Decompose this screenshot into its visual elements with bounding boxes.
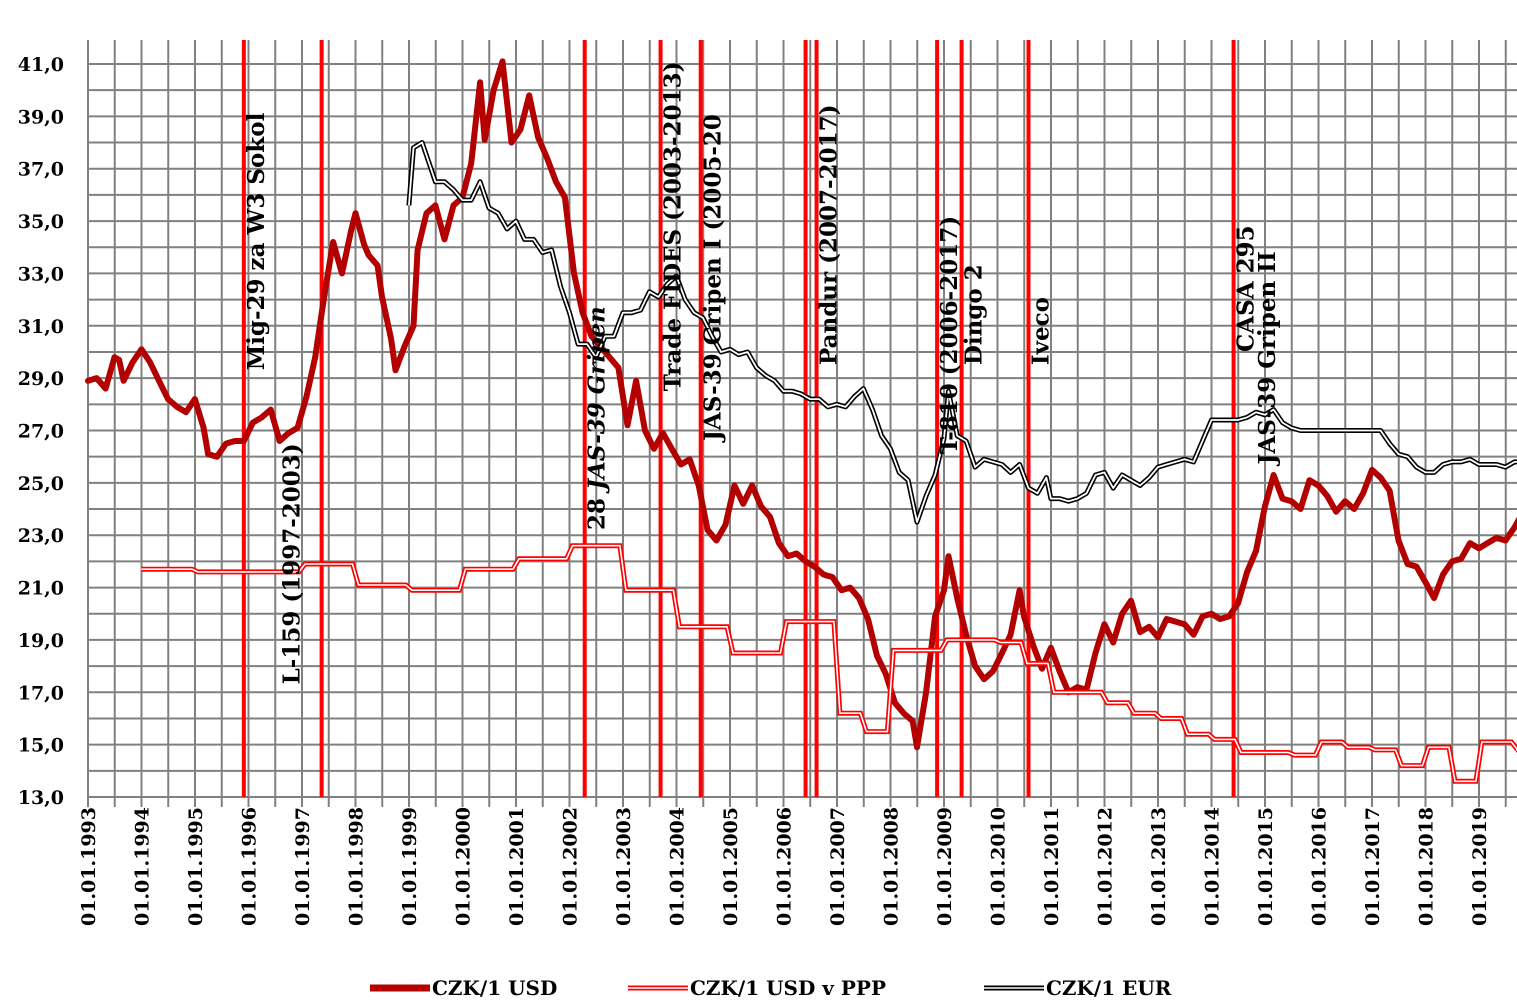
y-tick-label: 19,0 (18, 630, 64, 652)
event-label: Iveco (1028, 297, 1055, 365)
y-tick-label: 25,0 (18, 473, 64, 495)
y-tick-label: 29,0 (18, 368, 64, 390)
x-tick-label: 01.01.2004 (666, 807, 688, 926)
y-tick-label: 37,0 (18, 159, 64, 181)
x-tick-label: 01.01.2000 (452, 807, 474, 926)
x-tick-label: 01.01.2007 (827, 807, 849, 926)
event-label: L-159 (1997-2003) (279, 443, 306, 684)
x-tick-label: 01.01.2006 (774, 807, 796, 926)
x-tick-label: 01.01.2009 (934, 807, 956, 926)
x-tick-label: 01.01.1996 (238, 807, 260, 926)
y-tick-label: 27,0 (18, 421, 64, 443)
event-label: Mig-29 za W3 Sokol (243, 112, 270, 370)
x-tick-label: 01.01.1993 (78, 807, 100, 926)
x-tick-label: 01.01.2001 (506, 807, 528, 926)
y-tick-label: 17,0 (18, 682, 64, 704)
y-tick-label: 35,0 (18, 211, 64, 233)
x-tick-label: 01.01.2015 (1255, 807, 1277, 926)
x-tick-label: 01.01.1997 (292, 807, 314, 926)
x-tick-label: 01.01.2017 (1362, 807, 1384, 926)
event-label: JAS-39 Gripen I (2005-20 (700, 114, 727, 443)
event-label: JAS-39 Gripen II (1254, 251, 1281, 466)
event-label: Pandur (2007-2017) (816, 105, 843, 366)
series-czk-1-usd-v-ppp-inner (141, 544, 1517, 783)
y-tick-label: 15,0 (18, 735, 64, 757)
x-axis-ticks: 01.01.1993 01.01.1994 01.01.1995 01.01.1996… (78, 807, 1491, 926)
event-label: T-810 (2006-2017) (936, 216, 963, 454)
x-tick-label: 01.01.1999 (399, 807, 421, 926)
event-lines (241, 40, 1236, 797)
y-tick-label: 13,0 (18, 787, 64, 809)
event-label: Dingo 2 (961, 264, 988, 365)
legend-label: CZK/1 EUR (1046, 976, 1172, 1000)
event-label: Trade FIDES (2003-2013) (660, 61, 687, 391)
y-tick-label: 33,0 (18, 263, 64, 285)
x-tick-label: 01.01.2005 (720, 807, 742, 926)
legend-label: CZK/1 USD v PPP (690, 976, 886, 1000)
event-label: CASA 295 (1233, 225, 1260, 352)
y-tick-label: 39,0 (18, 106, 64, 128)
x-tick-label: 01.01.2003 (613, 807, 635, 926)
x-tick-label: 01.01.2010 (988, 807, 1010, 926)
y-tick-label: 31,0 (18, 316, 64, 338)
x-tick-label: 01.01.2011 (1041, 807, 1063, 926)
series-lines (85, 58, 1517, 784)
x-tick-label: 01.01.2018 (1416, 807, 1438, 926)
legend: CZK/1 USD CZK/1 USD v PPP CZK/1 EUR (370, 976, 1172, 1000)
series-czk-1-eur-inner (408, 141, 1517, 523)
y-tick-label: 41,0 (18, 54, 64, 76)
x-tick-label: 01.01.2013 (1148, 807, 1170, 926)
x-tick-label: 01.01.2014 (1202, 807, 1224, 926)
x-tick-label: 01.01.2012 (1094, 807, 1116, 926)
x-tick-label: 01.01.2002 (560, 807, 582, 926)
series-czk-1-usd (85, 58, 1517, 751)
event-label: 28 JAS-39 Gripen (584, 306, 611, 530)
x-tick-label: 01.01.2008 (880, 807, 902, 926)
legend-label: CZK/1 USD (432, 976, 557, 1000)
y-axis-ticks: 13,0 15,0 17,0 19,0 21,0 23,0 25,0 27,0 29,0 31,0… (18, 54, 64, 809)
x-tick-label: 01.01.2019 (1469, 807, 1491, 926)
event-labels: Mig-29 za W3 Sokol L-159 (1997-2003) 28 JA… (243, 61, 1281, 684)
grid (87, 40, 1517, 807)
series-czk-1-usd-v-ppp (141, 543, 1517, 784)
x-tick-label: 01.01.1994 (132, 807, 154, 926)
x-tick-label: 01.01.2016 (1308, 807, 1330, 926)
x-tick-label: 01.01.1998 (346, 807, 368, 926)
y-tick-label: 21,0 (18, 578, 64, 600)
x-tick-label: 01.01.1995 (185, 807, 207, 926)
y-tick-label: 23,0 (18, 525, 64, 547)
